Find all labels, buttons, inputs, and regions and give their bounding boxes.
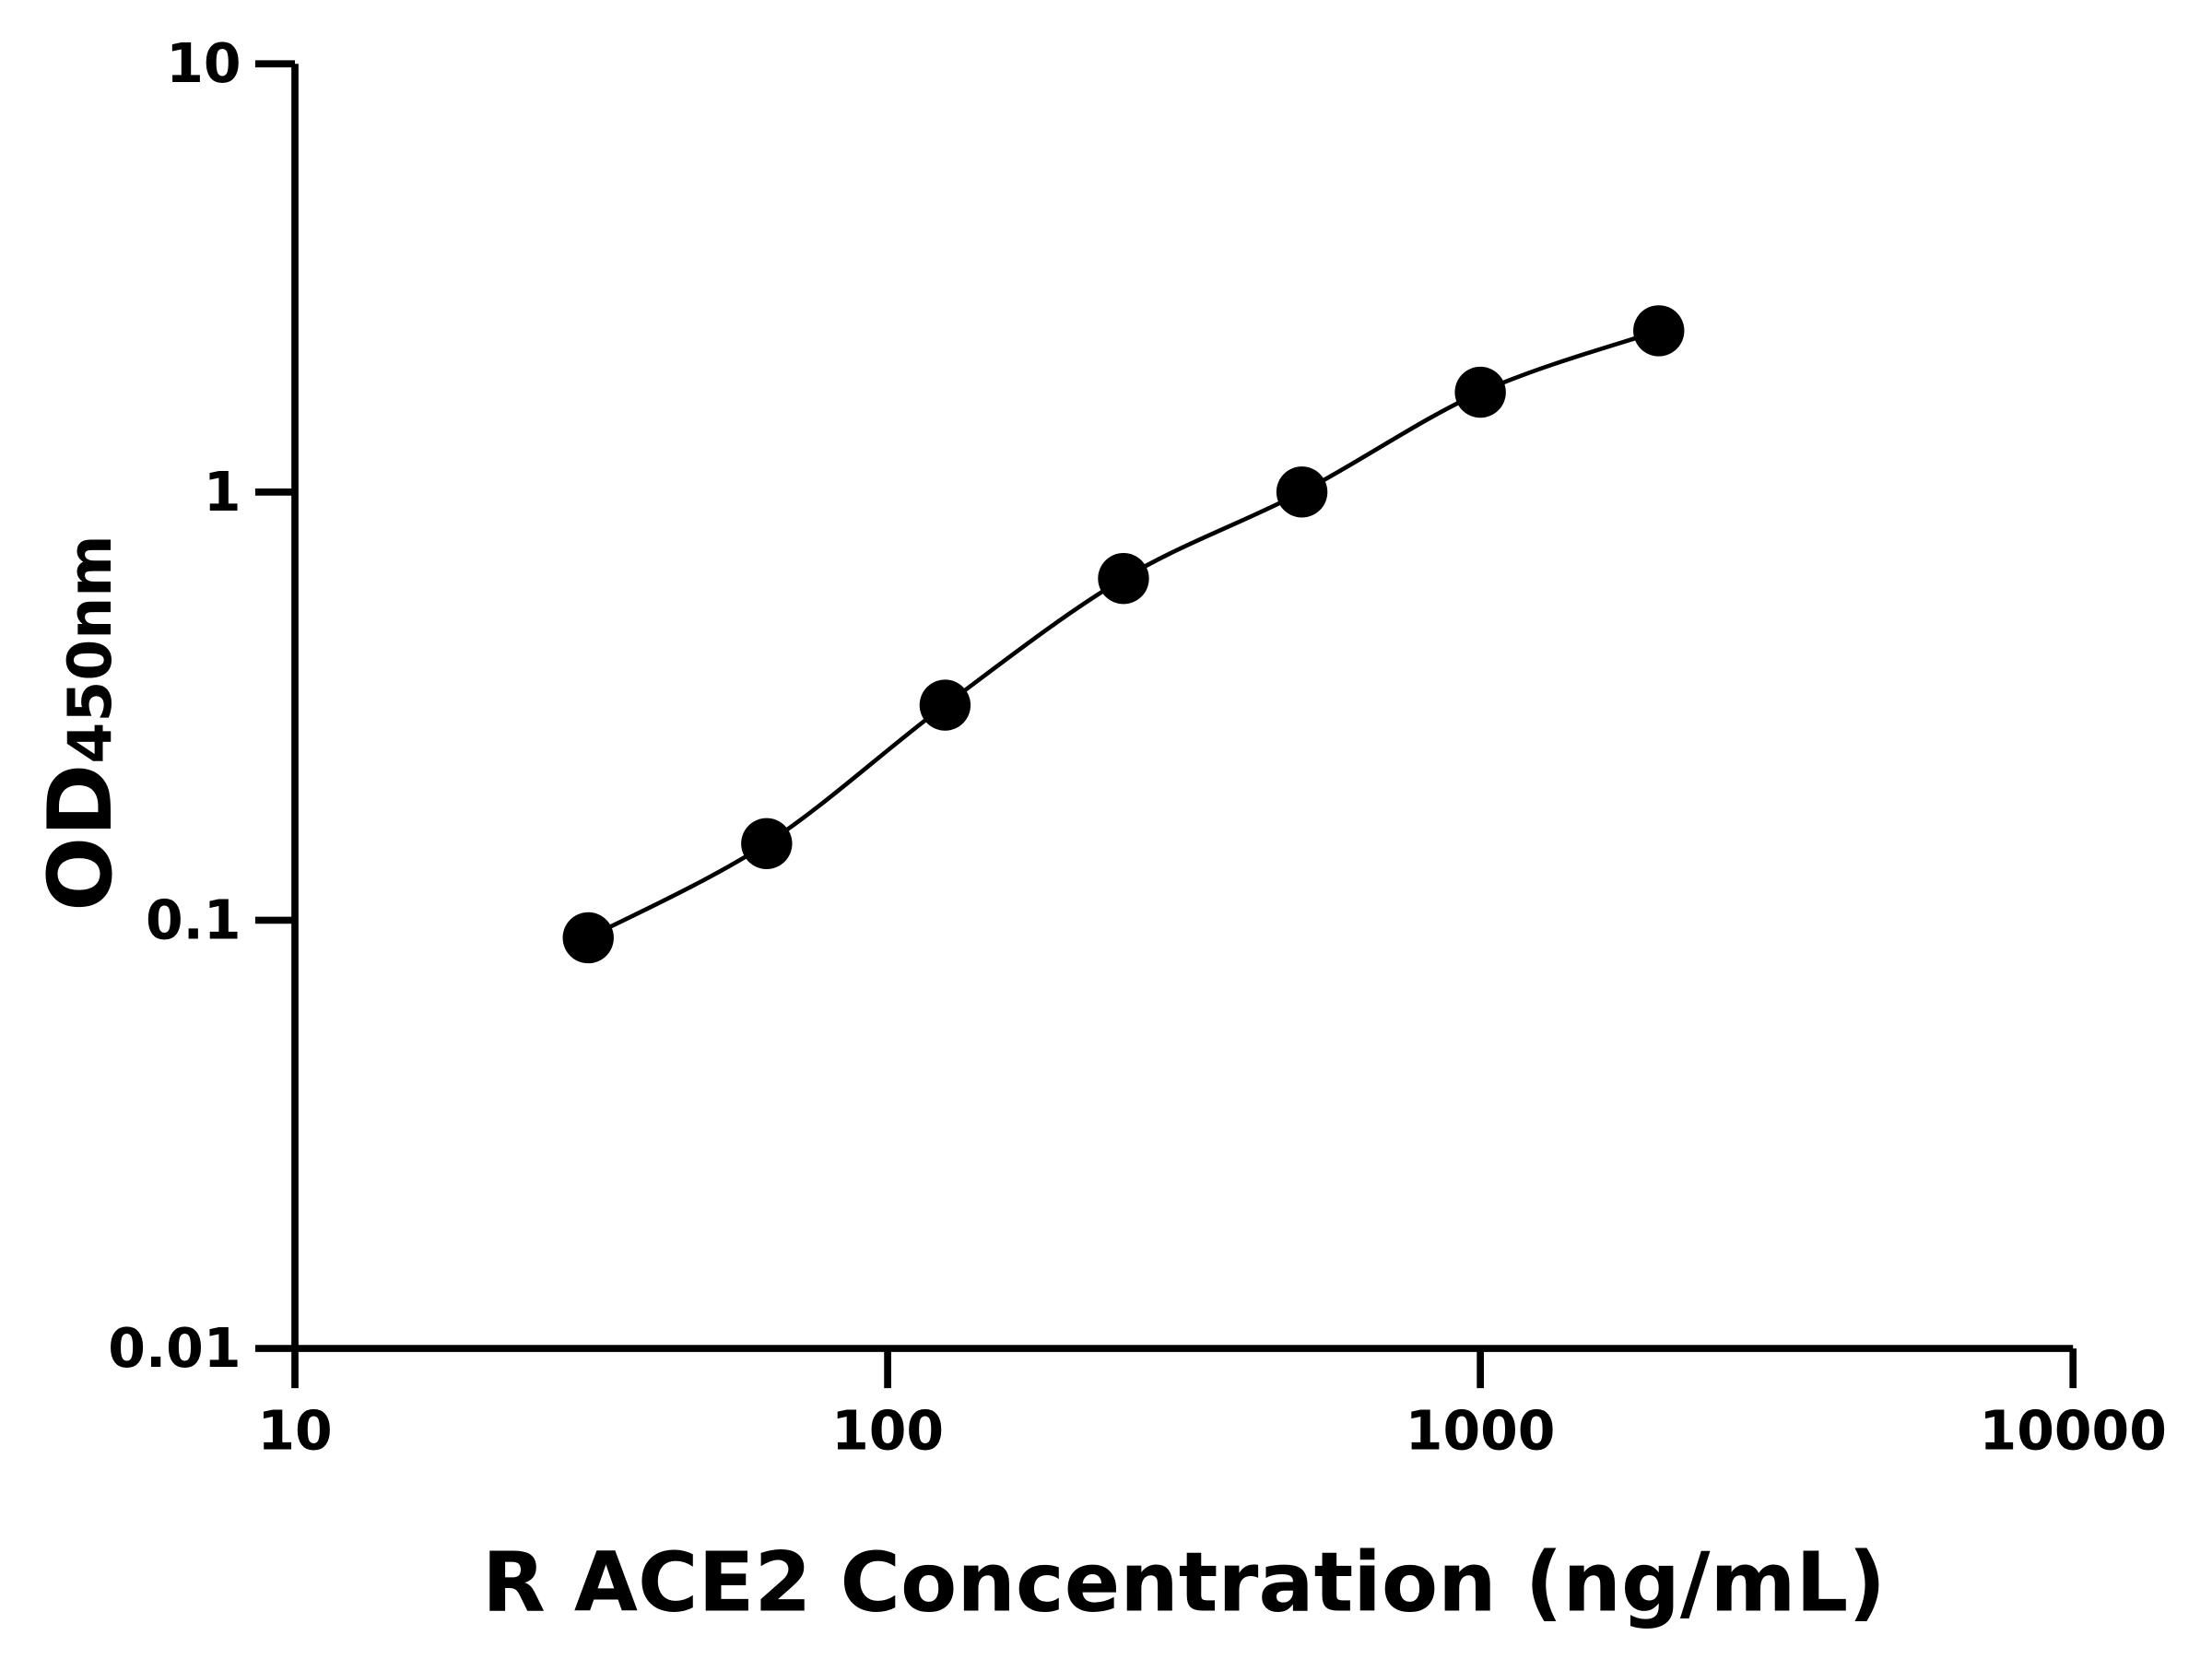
data-point	[919, 679, 971, 731]
x-tick-label: 1000	[1406, 1399, 1556, 1462]
y-tick-label: 0.01	[108, 1317, 241, 1380]
data-point	[741, 818, 793, 869]
data-point	[562, 912, 614, 964]
x-tick-label: 10000	[1980, 1399, 2167, 1462]
y-axis-label-main: OD	[29, 764, 132, 912]
axes	[254, 60, 2077, 1389]
data-point	[1098, 553, 1149, 605]
data-point	[1276, 466, 1328, 518]
tick-labels: 10 100 1000 10000 0.01 0.1 1 10	[108, 32, 2167, 1462]
data-points	[562, 305, 1685, 964]
y-axis-label: OD450nm	[29, 535, 132, 911]
y-tick-label: 10	[166, 32, 241, 95]
x-axis-label: R ACE2 Concentration (ng/mL)	[482, 1535, 1886, 1631]
data-point	[1633, 305, 1685, 357]
x-tick-label: 100	[831, 1399, 944, 1462]
y-tick-label: 1	[204, 461, 241, 524]
y-axis-label-subscript: 450nm	[56, 535, 125, 763]
data-point	[1454, 366, 1506, 418]
x-tick-label: 10	[257, 1399, 332, 1462]
y-tick-label: 0.1	[146, 888, 241, 951]
